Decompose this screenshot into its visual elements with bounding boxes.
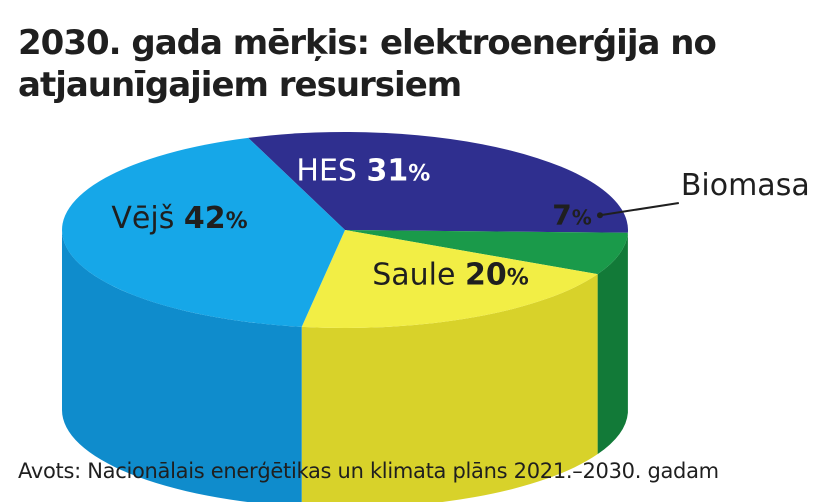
pie-side-biomasa: [597, 232, 628, 455]
data-label-unit: %: [572, 205, 592, 229]
data-label-unit: %: [507, 266, 529, 291]
chart-title-line-1: 2030. gada mērķis: elektroenerģija no: [18, 23, 717, 63]
data-label-vejs: Vējš 42%: [111, 201, 247, 236]
chart-title: 2030. gada mērķis: elektroenerģija no at…: [18, 22, 798, 106]
pie-slice-hes: [248, 132, 628, 233]
data-label-unit: %: [408, 162, 430, 187]
data-label-value: 42: [184, 201, 226, 236]
pie-slice-vejs: [62, 137, 345, 327]
callout-line-biomasa: [599, 201, 679, 217]
data-label-unit: %: [226, 209, 248, 234]
data-label-value: 31: [366, 154, 408, 189]
data-label-name: Saule: [372, 258, 465, 293]
pie-side-vejs: [62, 230, 302, 502]
pie-slice-saule: [301, 230, 598, 328]
data-label-value: 20: [465, 258, 507, 293]
data-label-value: 7: [552, 198, 571, 231]
data-label-name: Vējš: [111, 201, 183, 236]
data-label-biomasa: 7%: [552, 198, 592, 231]
pie-side-saule: [301, 274, 598, 502]
chart-title-line-2: atjaunīgajiem resursiem: [18, 65, 462, 105]
pie-slice-biomasa: [345, 230, 628, 275]
source-note: Avots: Nacionālais enerģētikas un klimat…: [18, 459, 719, 483]
data-label-hes: HES 31%: [296, 154, 430, 189]
data-label-saule: Saule 20%: [372, 258, 529, 293]
data-label-name: HES: [296, 154, 366, 189]
legend-label-biomasa: Biomasa: [681, 168, 810, 203]
callout-dot-biomasa: [596, 212, 603, 219]
